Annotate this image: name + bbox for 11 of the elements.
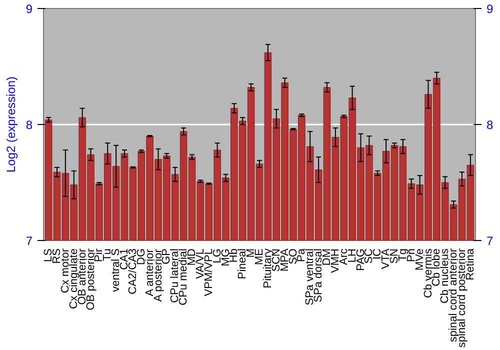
y2-tick-label: 7: [486, 234, 494, 248]
x-tick-label: A posterior: [152, 248, 164, 302]
y-axis-title: Log2 (expression): [4, 76, 18, 173]
x-tick-label: Retina: [464, 248, 476, 280]
y-tick-label: 8: [26, 118, 33, 132]
y2-tick-label: 9: [486, 2, 494, 16]
y2-tick-label: 8: [486, 118, 494, 132]
y-tick-label: 7: [26, 234, 33, 248]
x-tick-label: OB posterior: [84, 248, 97, 310]
x-tick-label: Tg: [396, 248, 409, 262]
y-tick-label: 9: [26, 2, 33, 16]
